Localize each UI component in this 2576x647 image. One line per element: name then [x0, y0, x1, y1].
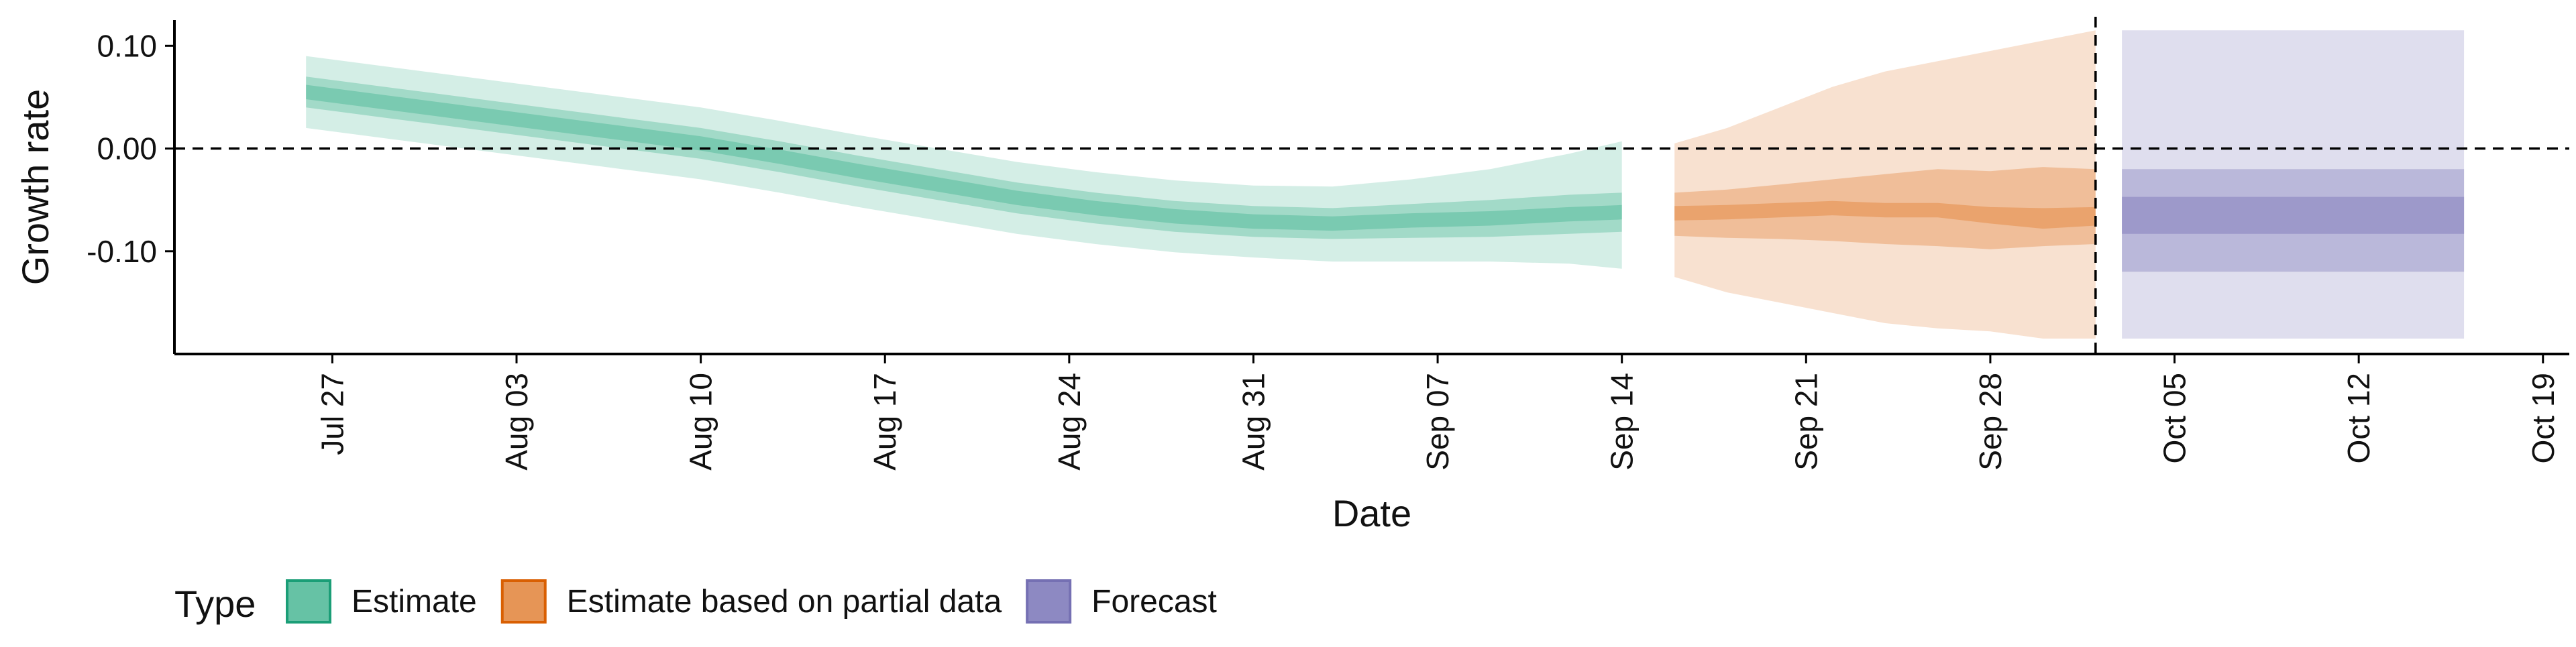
- x-tick-label: Sep 28: [1973, 373, 2008, 471]
- y-tick-label: 0.00: [97, 131, 157, 166]
- x-tick-label: Sep 14: [1605, 373, 1640, 471]
- x-tick-label: Jul 27: [315, 373, 350, 455]
- legend: Type Estimate Estimate based on partial d…: [174, 579, 1217, 625]
- legend-label-forecast: Forecast: [1091, 584, 1217, 620]
- y-tick-label: 0.10: [97, 28, 157, 63]
- x-tick-label: Oct 12: [2341, 373, 2376, 464]
- x-tick-label: Aug 03: [499, 373, 534, 471]
- axes-layer: [173, 20, 2569, 355]
- estimate-based-on-partial-data-band-20: [1674, 200, 2096, 229]
- legend-key-estimate-based-on-partial-data: [500, 579, 547, 624]
- x-tick-label: Aug 10: [684, 373, 718, 471]
- forecast-band-20: [2122, 196, 2465, 234]
- x-ticks-layer: Jul 27 Aug 03 Aug 10 Aug 17 Aug 24 Aug 31 Sep …: [315, 354, 2561, 471]
- x-tick-label: Aug 31: [1236, 373, 1271, 471]
- x-axis-title: Date: [1332, 492, 1411, 534]
- legend-title: Type: [174, 583, 256, 625]
- legend-key-estimate: [286, 579, 331, 624]
- reference-lines-layer: [174, 17, 2569, 354]
- x-tick-label: Sep 07: [1420, 373, 1455, 471]
- x-tick-label: Aug 17: [867, 373, 902, 471]
- estimate-band-20: [306, 84, 1622, 231]
- x-tick-label: Sep 21: [1788, 373, 1823, 471]
- legend-label-estimate: Estimate: [352, 584, 477, 620]
- x-tick-label: Oct 05: [2157, 373, 2192, 464]
- y-tick-label: -0.10: [87, 234, 157, 269]
- legend-label-estimate-based-on-partial-data: Estimate based on partial data: [567, 584, 1002, 620]
- estimate-based-on-partial-data-band-90: [1674, 30, 2096, 339]
- legend-key-forecast: [1026, 579, 1072, 624]
- x-tick-label: Oct 19: [2526, 373, 2561, 464]
- y-axis-title: Growth rate: [14, 89, 56, 286]
- y-ticks-layer: 0.10 0.00 -0.10: [87, 28, 174, 269]
- x-tick-label: Aug 24: [1052, 373, 1087, 471]
- bands-layer: [306, 30, 2465, 339]
- forecast-band-90: [2122, 30, 2465, 339]
